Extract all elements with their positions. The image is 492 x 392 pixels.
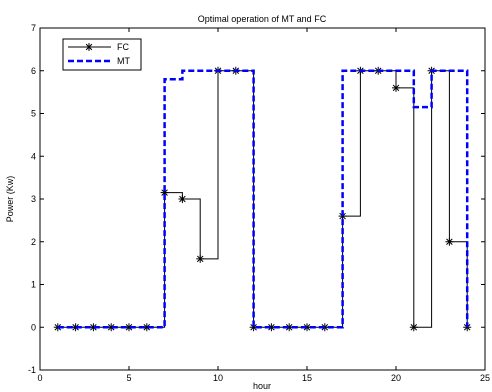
series-fc-marker xyxy=(196,254,205,263)
y-tick-label: 7 xyxy=(31,23,36,33)
y-tick-label: -1 xyxy=(28,365,36,375)
x-tick-label: 10 xyxy=(213,373,223,383)
legend-box xyxy=(62,38,142,71)
legend-mt-label: MT xyxy=(117,56,130,66)
y-tick-label: 0 xyxy=(31,322,36,332)
x-tick-label: 20 xyxy=(391,373,401,383)
legend-fc-asterisk xyxy=(85,43,93,51)
y-tick-label: 3 xyxy=(31,194,36,204)
y-tick-label: 2 xyxy=(31,237,36,247)
plot-area xyxy=(39,27,486,371)
x-tick-label: 25 xyxy=(480,373,490,383)
y-tick-label: 5 xyxy=(31,109,36,119)
x-axis-label: hour xyxy=(253,381,271,391)
y-axis-label: Power (Kw) xyxy=(5,176,15,223)
legend-fc-marker xyxy=(85,43,93,51)
chart-title: Optimal operation of MT and FC xyxy=(198,14,327,24)
x-tick-label: 15 xyxy=(302,373,312,383)
series-fc-marker xyxy=(409,323,418,332)
series-layer xyxy=(53,66,472,332)
x-tick-label: 0 xyxy=(37,373,42,383)
series-fc-marker xyxy=(392,83,400,92)
x-tick-label: 5 xyxy=(126,373,131,383)
y-ticks: -1 0 1 2 3 4 5 6 7 xyxy=(28,23,485,375)
y-tick-label: 4 xyxy=(31,151,36,161)
x-ticks: 0 5 10 15 20 25 xyxy=(37,28,490,383)
series-fc-marker xyxy=(178,195,187,203)
legend: FC MT xyxy=(62,38,142,71)
legend-fc-label: FC xyxy=(117,42,129,52)
series-mt-line xyxy=(57,69,469,329)
y-tick-label: 1 xyxy=(31,280,36,290)
y-tick-label: 6 xyxy=(31,66,36,76)
series-fc-marker xyxy=(445,237,454,246)
